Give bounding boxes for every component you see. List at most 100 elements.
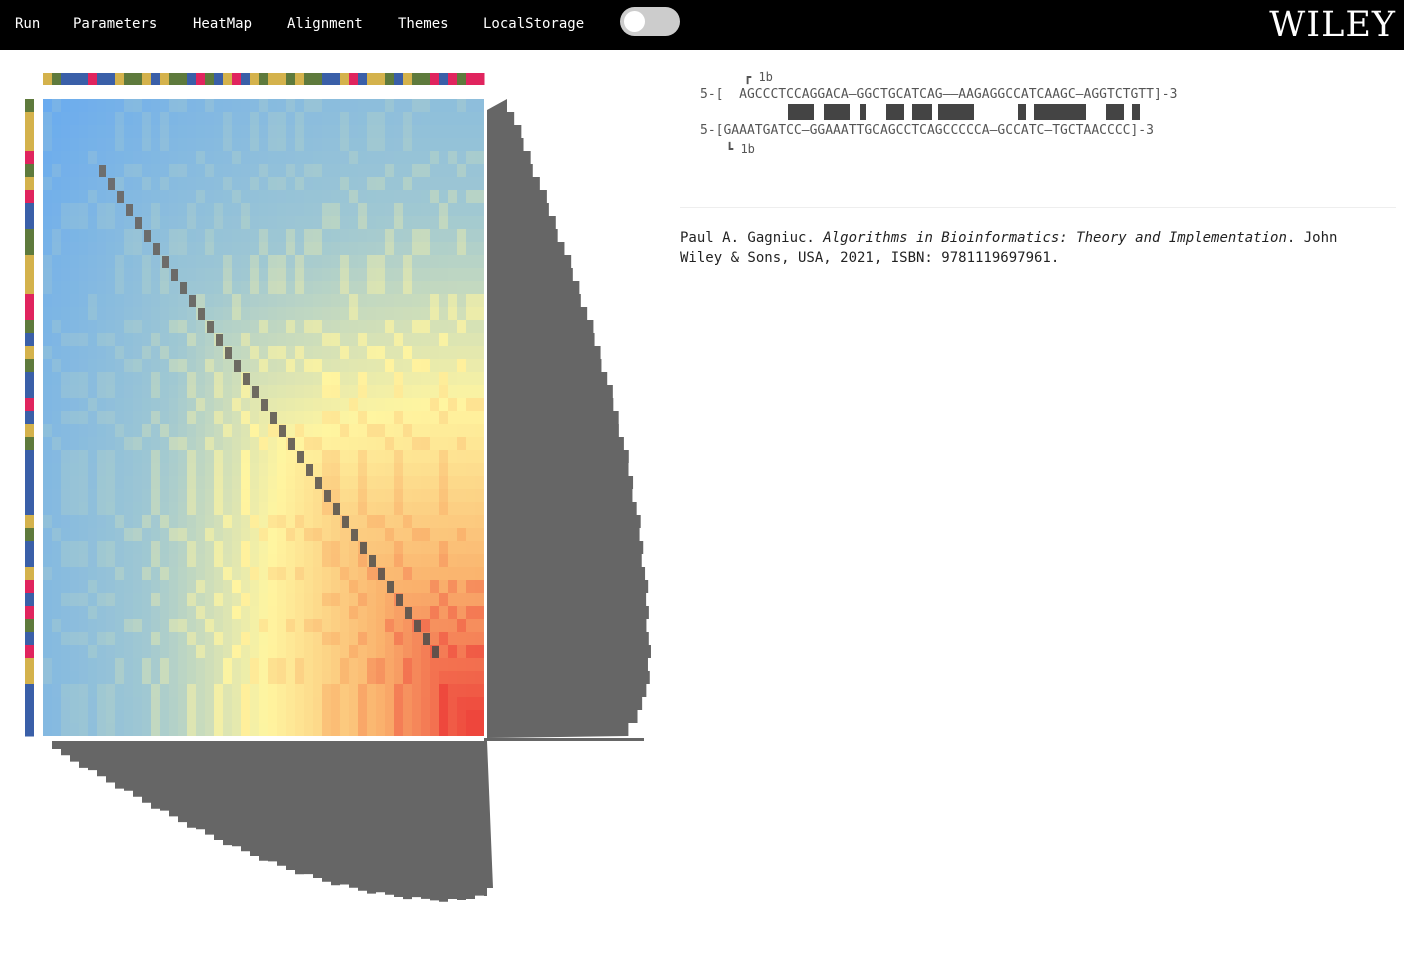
menu-alignment[interactable]: Alignment [287, 16, 363, 32]
heatmap-cell [376, 632, 386, 646]
heatmap-cell [88, 593, 98, 607]
heatmap-cell [394, 424, 404, 438]
heatmap-cell [205, 385, 215, 399]
heatmap-cell [277, 125, 287, 139]
heatmap-cell [304, 138, 314, 152]
heatmap-cell [304, 294, 314, 308]
heatmap-cell [322, 606, 332, 620]
heatmap-cell [349, 723, 359, 737]
heatmap-cell [475, 554, 485, 568]
heatmap-cell [322, 112, 332, 126]
heatmap-cell [97, 398, 107, 412]
heatmap-cell [376, 112, 386, 126]
heatmap-cell [241, 411, 251, 425]
heatmap-cell [79, 645, 89, 659]
heatmap-cell [187, 138, 197, 152]
heatmap-cell [394, 554, 404, 568]
menu-parameters[interactable]: Parameters [73, 16, 158, 32]
heatmap-cell [313, 515, 323, 529]
heatmap-cell [277, 281, 287, 295]
heatmap-cell [124, 580, 134, 594]
heatmap-cell [178, 203, 188, 217]
heatmap-cell [259, 411, 269, 425]
heatmap-cell [286, 411, 296, 425]
heatmap-cell [268, 567, 278, 581]
heatmap-cell [52, 216, 62, 230]
heatmap-cell [340, 294, 350, 308]
seq1-base-9 [124, 73, 134, 85]
heatmap-cell [358, 476, 368, 490]
heatmap-cell [412, 112, 422, 126]
heatmap-cell [304, 489, 314, 503]
heatmap-cell [340, 177, 350, 191]
heatmap-cell [133, 164, 143, 178]
heatmap-cell [286, 554, 296, 568]
heatmap-cell [70, 463, 80, 477]
heatmap-cell [160, 567, 170, 581]
heatmap-cell [403, 476, 413, 490]
heatmap-cell [223, 177, 233, 191]
heatmap-cell [79, 554, 89, 568]
heatmap-cell [448, 320, 458, 334]
heatmap-cell [151, 190, 161, 204]
heatmap-cell [421, 385, 431, 399]
seq2-base-12 [25, 255, 34, 269]
heatmap-cell [367, 294, 377, 308]
heatmap-cell [178, 437, 188, 451]
heatmap-cell [331, 619, 341, 633]
heatmap-cell [376, 437, 386, 451]
seq2-base-25 [25, 424, 34, 438]
heatmap-cell [403, 125, 413, 139]
heatmap-cell [448, 528, 458, 542]
heatmap-cell [358, 606, 368, 620]
heatmap-cell [115, 502, 125, 516]
heatmap-cell [358, 359, 368, 373]
heatmap-cell [214, 593, 224, 607]
heatmap-cell [385, 125, 395, 139]
heatmap-cell [349, 593, 359, 607]
heatmap-cell [385, 619, 395, 633]
seq1-base-33 [340, 73, 350, 85]
heatmap-cell [466, 203, 476, 217]
menu-run[interactable]: Run [15, 16, 41, 32]
heatmap-cell [151, 619, 161, 633]
heatmap-cell [268, 346, 278, 360]
heatmap-cell [385, 710, 395, 724]
theme-toggle-switch[interactable] [620, 7, 680, 36]
heatmap-cell [115, 632, 125, 646]
heatmap-cell [304, 671, 314, 685]
heatmap-cell [97, 437, 107, 451]
heatmap-cell [313, 281, 323, 295]
heatmap-cell [313, 138, 323, 152]
heatmap-cell [79, 164, 89, 178]
menu-heatmap[interactable]: HeatMap [193, 16, 253, 32]
heatmap-cell [196, 723, 206, 737]
heatmap-cell [358, 268, 368, 282]
heatmap-cell [295, 164, 305, 178]
heatmap-cell [169, 385, 179, 399]
heatmap-cell [124, 593, 134, 607]
seq2-start-marker: ┗ 1b [726, 142, 755, 156]
heatmap-cell [277, 697, 287, 711]
menu-localstorage[interactable]: LocalStorage [483, 16, 585, 32]
heatmap-cell [475, 619, 485, 633]
heatmap-cell [421, 138, 431, 152]
heatmap-cell [178, 333, 188, 347]
heatmap-cell [349, 151, 359, 165]
heatmap-cell [196, 528, 206, 542]
heatmap-cell [61, 281, 71, 295]
menu-themes[interactable]: Themes [398, 16, 449, 32]
heatmap-cell [160, 476, 170, 490]
heatmap-cell [232, 593, 242, 607]
heatmap-cell [322, 372, 332, 386]
heatmap-cell [367, 515, 377, 529]
heatmap-cell [160, 450, 170, 464]
heatmap-cell [79, 346, 89, 360]
heatmap-cell [169, 658, 179, 672]
heatmap-cell [79, 112, 89, 126]
heatmap-cell [475, 294, 485, 308]
heatmap-cell [412, 320, 422, 334]
heatmap-cell [250, 320, 260, 334]
heatmap-cell [367, 476, 377, 490]
heatmap-cell [133, 281, 143, 295]
